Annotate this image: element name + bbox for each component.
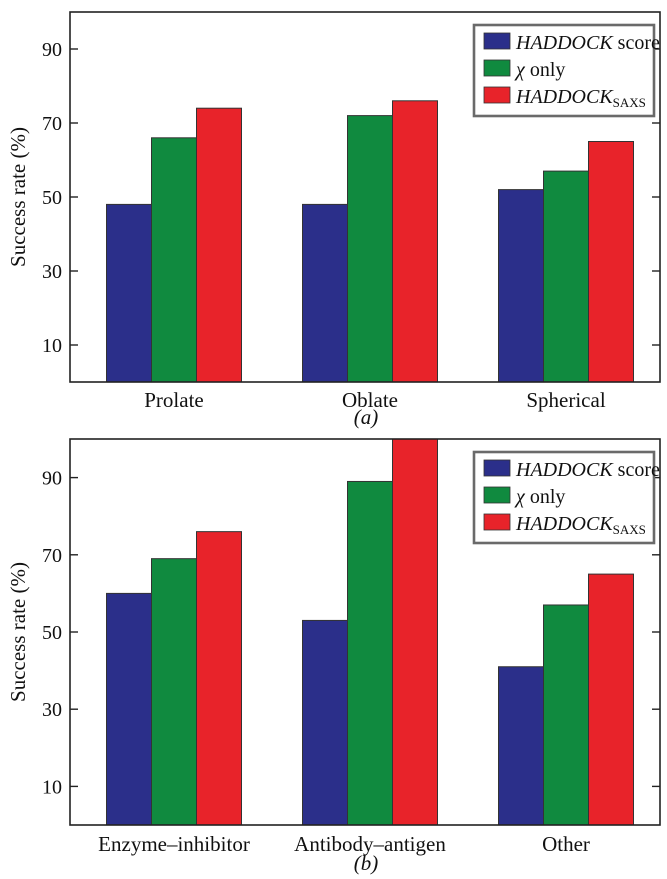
legend-label-haddock-saxs: HADDOCKSAXS xyxy=(515,513,646,537)
y-tick-label: 90 xyxy=(42,39,62,61)
bar-haddock-score xyxy=(498,666,544,826)
legend-swatch-haddock-saxs xyxy=(483,513,511,531)
legend-label-chi-only: χ only xyxy=(514,486,565,508)
legend-label-haddock-score: HADDOCK score xyxy=(515,459,660,481)
bar-haddock-saxs xyxy=(392,438,438,826)
bar-haddock-saxs xyxy=(196,107,242,383)
bar-haddock-score xyxy=(106,203,152,383)
bars-group xyxy=(106,100,634,383)
bar-chi-only xyxy=(543,170,589,383)
chart-panel-b: 10 30 50 70 90 Enzyme–inhibitor Antibody–anti… xyxy=(6,438,661,875)
x-category-label: Other xyxy=(542,832,590,856)
bar-haddock-saxs xyxy=(588,141,634,383)
bar-haddock-saxs xyxy=(392,100,438,383)
legend-swatch-chi-only xyxy=(483,59,511,77)
bar-chi-only xyxy=(543,604,589,826)
x-axis-categories: Prolate Oblate Spherical xyxy=(144,388,606,412)
y-axis-ticks: 10 30 50 70 90 xyxy=(42,39,660,357)
y-tick-label: 50 xyxy=(42,622,62,644)
x-category-label: Prolate xyxy=(144,388,203,412)
bar-chi-only xyxy=(347,480,393,826)
x-axis-categories: Enzyme–inhibitor Antibody–antigen Other xyxy=(98,832,590,856)
legend-swatch-haddock-saxs xyxy=(483,86,511,104)
bar-haddock-score xyxy=(302,619,348,826)
legend-label-chi-only: χ only xyxy=(514,59,565,81)
y-axis-ticks: 10 30 50 70 90 xyxy=(42,468,660,798)
x-category-label: Oblate xyxy=(342,388,398,412)
legend-label-haddock-score: HADDOCK score xyxy=(515,32,660,54)
bar-haddock-saxs xyxy=(196,531,242,826)
y-axis-label: Success rate (%) xyxy=(6,562,30,702)
legend-swatch-haddock-score xyxy=(483,32,511,50)
bar-chi-only xyxy=(151,558,197,826)
panel-label: (b) xyxy=(354,851,379,875)
bar-haddock-score xyxy=(106,592,152,826)
panel-label: (a) xyxy=(354,405,379,429)
bar-haddock-score xyxy=(302,203,348,383)
y-tick-label: 10 xyxy=(42,776,62,798)
y-tick-label: 30 xyxy=(42,699,62,721)
y-tick-label: 70 xyxy=(42,545,62,567)
bar-chi-only xyxy=(151,137,197,383)
y-axis-label: Success rate (%) xyxy=(6,127,30,267)
bar-chi-only xyxy=(347,115,393,383)
legend-swatch-haddock-score xyxy=(483,459,511,477)
legend-label-haddock-saxs: HADDOCKSAXS xyxy=(515,86,646,110)
y-tick-label: 10 xyxy=(42,335,62,357)
y-tick-label: 70 xyxy=(42,113,62,135)
y-tick-label: 90 xyxy=(42,468,62,490)
legend: HADDOCK score χ only HADDOCKSAXS xyxy=(472,450,660,545)
bars-group xyxy=(106,438,634,826)
x-category-label: Spherical xyxy=(526,388,605,412)
x-category-label: Antibody–antigen xyxy=(294,832,446,856)
chart-panel-a: 10 30 50 70 90 Prolate Oblate Spherical Succes… xyxy=(6,11,661,429)
y-tick-label: 50 xyxy=(42,187,62,209)
x-category-label: Enzyme–inhibitor xyxy=(98,832,250,856)
bar-haddock-score xyxy=(498,189,544,383)
y-tick-label: 30 xyxy=(42,261,62,283)
bar-haddock-saxs xyxy=(588,573,634,826)
legend-swatch-chi-only xyxy=(483,486,511,504)
legend: HADDOCK score χ only HADDOCKSAXS xyxy=(472,23,660,118)
